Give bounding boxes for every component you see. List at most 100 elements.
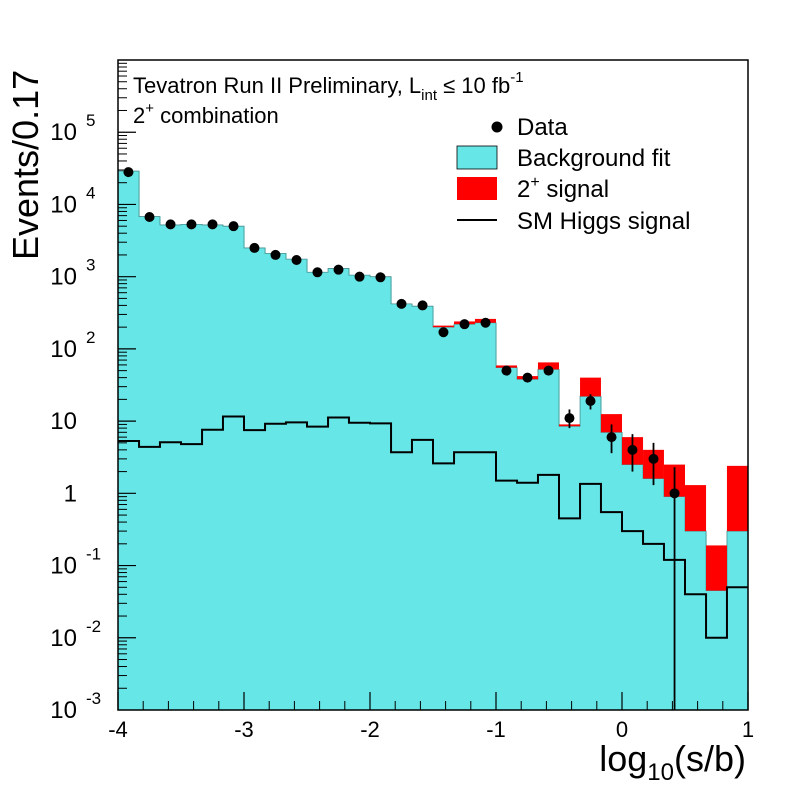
y-tick-label: 10 [50, 553, 77, 580]
data-point [186, 219, 197, 230]
header-line-1-rel: ≤ 10 fb [437, 73, 510, 98]
data-point [543, 365, 554, 376]
signal-bar [726, 465, 748, 532]
x-tick-label: -3 [234, 717, 254, 742]
data-point [165, 219, 176, 230]
header-line-2: 2+ combination [133, 100, 279, 128]
background-bar [181, 224, 203, 710]
signal-bar [685, 485, 707, 532]
x-tick-label: -4 [108, 717, 128, 742]
legend-signal-swatch [457, 177, 497, 200]
header-line-2-base: 2 [133, 103, 145, 128]
header-line-1-sub: int [421, 87, 438, 104]
y-tick-exponent: 3 [86, 256, 95, 275]
data-point [564, 413, 575, 424]
background-bar [726, 531, 749, 710]
x-tick-label: -1 [486, 717, 506, 742]
background-bar [265, 253, 287, 711]
data-point [144, 212, 155, 223]
data-point [627, 444, 638, 455]
legend: Data Background fit 2+ signal SM Higgs s… [456, 114, 690, 235]
y-tick-exponent: 5 [86, 111, 95, 130]
legend-background-swatch [456, 145, 498, 170]
header-line-1-prefix: Tevatron Run II Preliminary, L [133, 73, 421, 98]
data-point [375, 272, 386, 283]
x-axis-ticks: -4 -3 -2 -1 0 1 [108, 692, 754, 742]
x-axis-label-suffix: (s/b) [674, 738, 746, 779]
background-bar [328, 268, 350, 710]
background-bar [454, 324, 476, 710]
y-tick-label: 10 [50, 264, 77, 291]
data-point [501, 365, 512, 376]
background-bar [307, 272, 329, 710]
background-bar [370, 276, 392, 710]
header-line-1: Tevatron Run II Preliminary, Lint ≤ 10 f… [133, 69, 524, 104]
data-point [459, 319, 470, 330]
data-point [312, 267, 323, 278]
data-point [417, 300, 428, 311]
y-tick-label: 10 [50, 119, 77, 146]
y-tick-exponent: 2 [86, 328, 95, 347]
legend-data-label: Data [517, 114, 568, 141]
legend-signal-sup: + [530, 174, 539, 191]
background-bar [139, 216, 161, 710]
sm-higgs-series [118, 415, 748, 639]
background-bar [411, 306, 434, 710]
y-tick-exponent: -2 [86, 617, 101, 636]
y-tick-exponent: 4 [86, 183, 95, 202]
data-point [606, 432, 617, 443]
y-tick-label: 10 [50, 697, 77, 724]
header-line-1-sup: -1 [510, 69, 523, 86]
data-point [648, 453, 659, 464]
data-series [123, 167, 680, 710]
x-axis-label: log10(s/b) [599, 738, 746, 786]
sm-higgs-line [118, 415, 748, 639]
data-point [291, 255, 302, 266]
background-bar [391, 303, 413, 710]
data-point [585, 395, 596, 406]
background-bar [537, 369, 560, 710]
background-bar [496, 367, 518, 710]
x-tick-label: 0 [616, 717, 628, 742]
x-tick-label: 1 [742, 717, 754, 742]
background-bar [202, 224, 224, 710]
background-bar [622, 464, 644, 710]
y-tick-label: 10 [50, 625, 77, 652]
header-line-2-sup: + [145, 100, 154, 117]
y-tick-exponent: -1 [86, 545, 101, 564]
background-bar [474, 322, 497, 710]
data-point [270, 249, 281, 260]
data-point [354, 271, 365, 282]
data-point [249, 242, 260, 253]
signal-bar [433, 325, 455, 328]
legend-sm-label: SM Higgs signal [517, 208, 690, 235]
legend-signal-label: 2+ signal [517, 174, 609, 203]
y-tick-label: 10 [50, 408, 77, 435]
data-point [207, 219, 218, 230]
background-bar [244, 247, 266, 710]
background-bar [433, 327, 455, 710]
x-axis-label-prefix: log [599, 738, 647, 779]
background-bar [348, 275, 371, 710]
background-bar [517, 379, 539, 710]
x-tick-label: -2 [360, 717, 380, 742]
data-point [396, 298, 407, 309]
legend-signal-suffix: signal [540, 176, 609, 203]
header-line-2-suffix: combination [154, 103, 279, 128]
y-axis-label: Events/0.17 [5, 70, 46, 260]
legend-signal-base: 2 [517, 176, 530, 203]
signal-bar [706, 545, 727, 591]
background-bar [643, 478, 665, 710]
data-point [123, 167, 134, 178]
data-point [438, 327, 449, 338]
data-point [333, 264, 344, 275]
data-point [522, 372, 533, 383]
background-bar [685, 531, 707, 710]
background-fit-series [117, 170, 749, 711]
legend-data-marker [491, 121, 503, 133]
legend-background-label: Background fit [517, 145, 671, 172]
signal-bar [580, 377, 601, 397]
y-tick-exponent: -3 [86, 689, 101, 708]
background-bar [600, 432, 623, 710]
